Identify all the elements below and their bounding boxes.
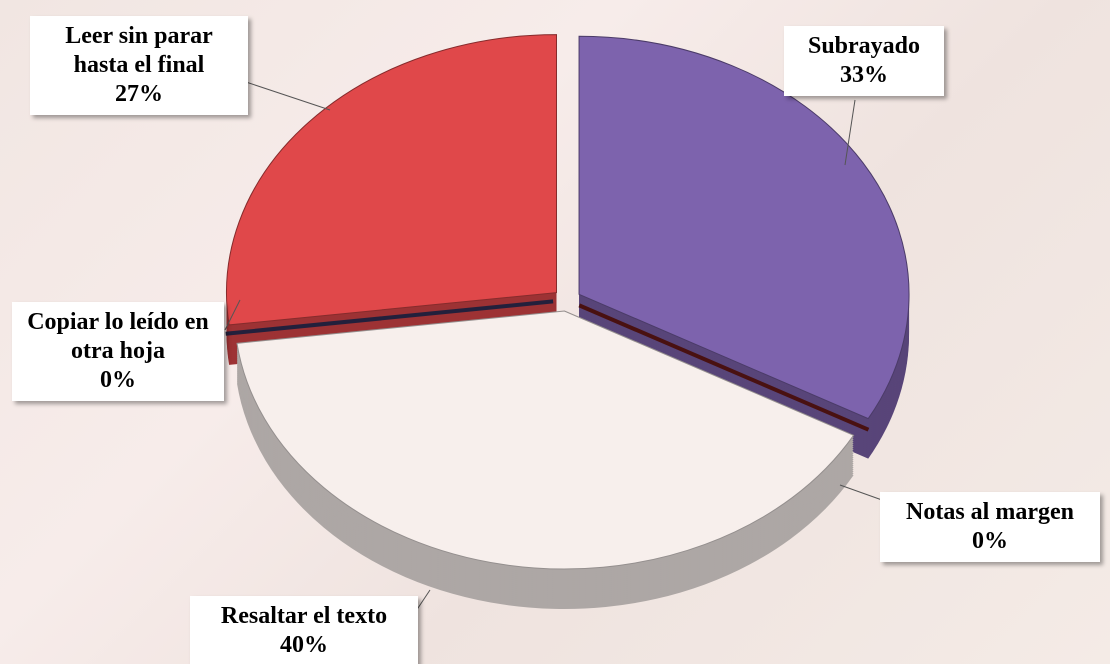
pie-slice (226, 34, 557, 326)
pie-slice (225, 299, 554, 336)
slice-label: Notas al margen 0% (880, 492, 1100, 562)
leader-line (239, 79, 331, 111)
category-label: Resaltar el texto (220, 603, 388, 629)
pie-slice (236, 310, 855, 570)
leader-line (844, 99, 856, 166)
leader-line (224, 299, 241, 331)
slice-label: Subrayado 33% (784, 26, 944, 96)
category-label: Leer sin parar hasta el final (65, 23, 213, 78)
category-label: Notas al margen (906, 499, 1074, 525)
value-label: 27% (115, 81, 163, 107)
value-label: 0% (972, 528, 1008, 554)
value-label: 40% (280, 632, 328, 658)
category-label: Subrayado (807, 33, 921, 59)
category-label: Copiar lo leído en otra hoja (27, 309, 209, 364)
pie-slice (578, 35, 910, 420)
leader-line (839, 484, 883, 501)
slice-label: Leer sin parar hasta el final 27% (30, 16, 248, 115)
value-label: 33% (840, 62, 888, 88)
value-label: 0% (100, 367, 136, 393)
slice-label: Resaltar el texto 40% (190, 596, 418, 664)
slice-label: Copiar lo leído en otra hoja 0% (12, 302, 224, 401)
